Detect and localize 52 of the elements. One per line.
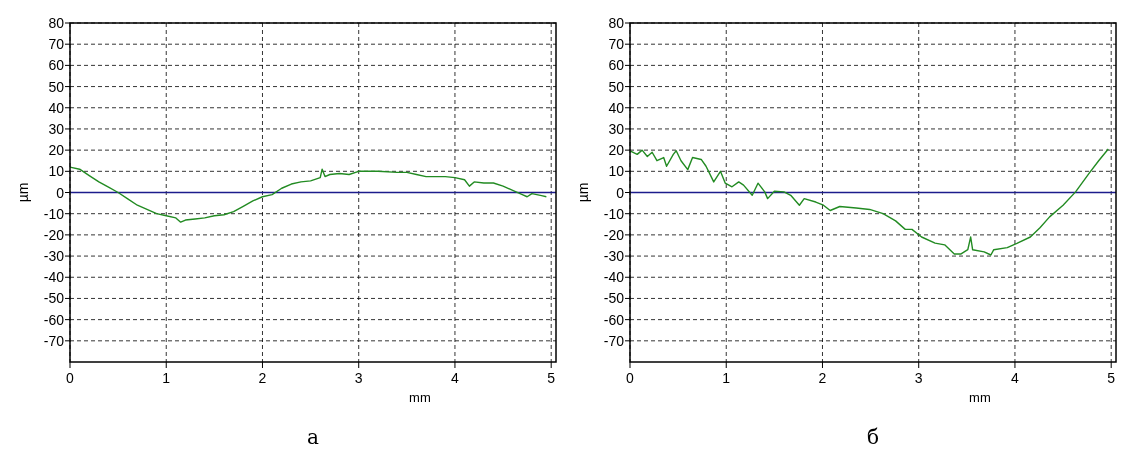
y-tick-label: -60: [603, 311, 625, 328]
y-tick-label: 30: [48, 120, 65, 137]
x-tick-label: 0: [66, 370, 75, 386]
y-tick-label: 40: [48, 99, 65, 116]
y-tick-label: 80: [608, 15, 625, 31]
x-axis-title: mm: [409, 390, 431, 405]
y-tick-label: 0: [56, 184, 65, 201]
y-axis-title: µm: [575, 182, 591, 203]
y-tick-label: -70: [43, 332, 65, 349]
y-tick-label: 50: [48, 78, 65, 95]
y-tick-label: -30: [43, 248, 65, 265]
text: а: [307, 425, 320, 449]
line-series: [629, 148, 1109, 256]
x-axis-title: mm: [969, 390, 991, 405]
y-tick-label: -20: [603, 226, 625, 243]
y-tick-label: -10: [603, 205, 625, 222]
x-tick-label: 1: [162, 370, 171, 386]
y-tick-label: 60: [48, 57, 65, 74]
y-tick-label: -40: [603, 269, 625, 286]
line-series: [69, 166, 548, 223]
y-tick-label: -60: [43, 311, 65, 328]
x-tick-label: 0: [626, 370, 635, 386]
y-tick-label: -10: [43, 205, 65, 222]
y-tick-label: 10: [608, 163, 625, 180]
y-tick-label: -50: [43, 290, 65, 307]
y-tick-label: 80: [48, 15, 65, 31]
y-tick-label: 20: [608, 142, 625, 159]
y-tick-label: 40: [608, 99, 625, 116]
y-tick-label: 50: [608, 78, 625, 95]
y-tick-label: 30: [608, 120, 625, 137]
y-tick-label: 60: [608, 57, 625, 74]
x-tick-label: 5: [547, 370, 556, 386]
y-tick-label: -20: [43, 226, 65, 243]
x-tick-label: 3: [354, 370, 363, 386]
y-tick-label: -30: [603, 248, 625, 265]
y-tick-label: -70: [603, 332, 625, 349]
y-tick-label: -50: [603, 290, 625, 307]
y-tick-label: 70: [48, 36, 65, 53]
x-tick-label: 1: [722, 370, 731, 386]
y-tick-label: 10: [48, 163, 65, 180]
x-tick-label: 4: [451, 370, 460, 386]
x-tick-label: 2: [818, 370, 827, 386]
text: б: [866, 425, 880, 449]
x-tick-label: 2: [258, 370, 267, 386]
x-tick-label: 3: [914, 370, 923, 386]
y-axis-title: µm: [15, 182, 31, 203]
x-tick-label: 4: [1011, 370, 1020, 386]
y-tick-label: 20: [48, 142, 65, 159]
x-tick-label: 5: [1107, 370, 1116, 386]
y-tick-label: 70: [608, 36, 625, 53]
y-tick-label: -40: [43, 269, 65, 286]
y-tick-label: 0: [616, 184, 625, 201]
